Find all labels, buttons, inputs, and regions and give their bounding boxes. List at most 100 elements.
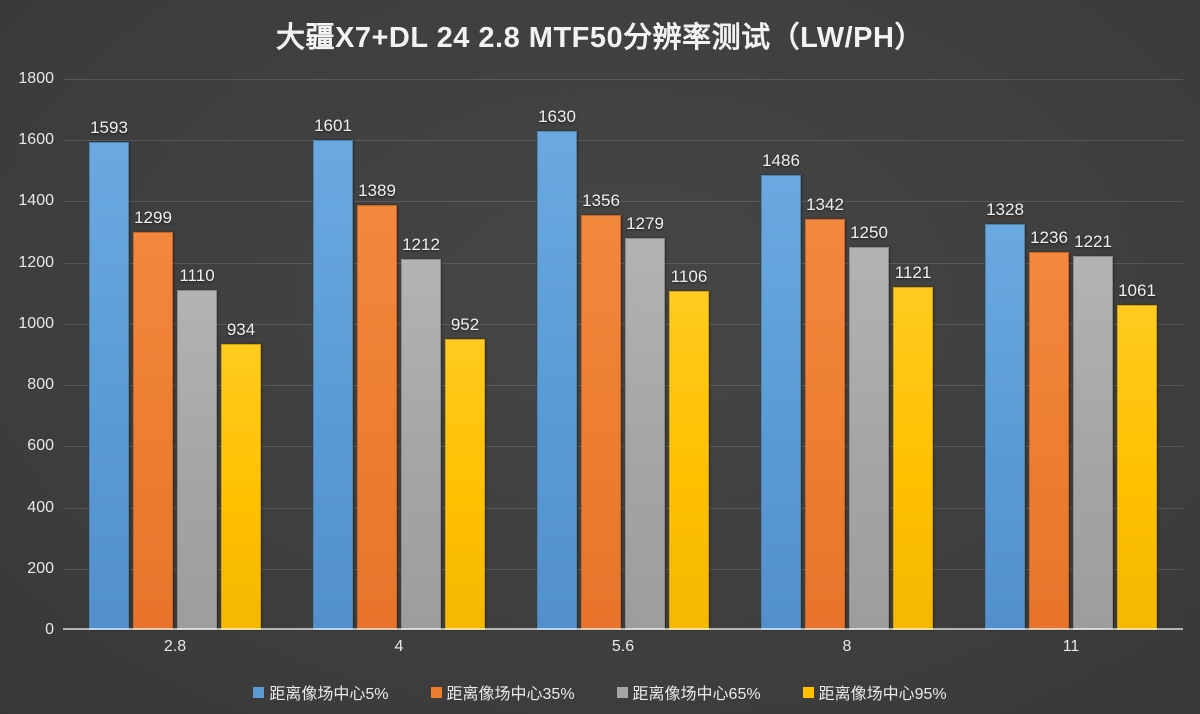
bar-value-label: 1486 — [762, 151, 800, 171]
gridline — [63, 507, 1183, 509]
bar[interactable] — [401, 259, 441, 630]
chart-legend: 距离像场中心5% 距离像场中心35% 距离像场中心65% 距离像场中心95% — [0, 680, 1200, 704]
bar-value-label: 1328 — [986, 199, 1024, 219]
y-axis-tick-label: 1800 — [18, 70, 54, 87]
legend-label: 距离像场中心65% — [632, 686, 761, 703]
x-axis-tick-label: 2.8 — [163, 638, 187, 655]
bar-slot: 1389 — [355, 79, 399, 630]
bar[interactable] — [357, 204, 397, 630]
legend-item-2[interactable]: 距离像场中心65% — [616, 680, 761, 704]
gridline — [63, 201, 1183, 203]
bar[interactable] — [133, 232, 173, 630]
legend-swatch-icon — [616, 686, 628, 698]
bar-slot: 1110 — [175, 79, 219, 630]
bar-value-label: 1279 — [626, 214, 664, 234]
x-axis-tick-label: 5.6 — [611, 638, 635, 655]
bar-slot: 1299 — [131, 79, 175, 630]
bar[interactable] — [445, 338, 485, 630]
bar-slot: 1236 — [1027, 79, 1071, 630]
bar-value-label: 1389 — [358, 180, 396, 200]
y-axis-tick-label: 1200 — [18, 253, 54, 271]
gridline — [63, 568, 1183, 570]
bar-value-label: 1250 — [850, 223, 888, 243]
bar-value-label: 1342 — [806, 195, 844, 215]
y-axis-tick-label: 1000 — [18, 314, 54, 332]
y-axis-tick-label: 800 — [27, 376, 54, 394]
bar-value-label: 1593 — [90, 118, 128, 138]
bar-group: 1328 1236 1221 1061 — [983, 79, 1159, 630]
bar-slot: 1342 — [803, 79, 847, 630]
bar-group: 1593 1299 1110 934 — [87, 79, 263, 630]
y-axis-tick-label: 200 — [27, 559, 54, 577]
bar[interactable] — [89, 142, 129, 630]
bar-value-label: 952 — [450, 314, 480, 334]
legend-swatch-icon — [802, 686, 814, 698]
bar-slot: 1121 — [891, 79, 935, 630]
y-axis-tick-label: 1600 — [18, 131, 54, 149]
bar-value-label: 1630 — [538, 107, 576, 127]
gridline — [63, 140, 1183, 142]
bar-slot: 1593 — [87, 79, 131, 630]
legend-item-3[interactable]: 距离像场中心95% — [802, 680, 947, 704]
bar[interactable] — [313, 139, 353, 630]
legend-label: 距离像场中心95% — [818, 686, 947, 703]
y-axis-tick-label: 1400 — [18, 192, 54, 210]
bar-value-label: 1601 — [314, 115, 352, 135]
bar-value-label: 1110 — [179, 266, 215, 286]
gridline — [63, 446, 1183, 448]
legend-item-0[interactable]: 距离像场中心5% — [253, 680, 389, 704]
bar[interactable] — [537, 131, 577, 630]
bar-value-label: 1106 — [670, 267, 708, 287]
bar[interactable] — [669, 291, 709, 630]
bar[interactable] — [1029, 251, 1069, 630]
bar-value-label: 1061 — [1118, 281, 1156, 301]
bar-slot: 1106 — [667, 79, 711, 630]
bar-slot: 1630 — [535, 79, 579, 630]
bar-slot: 934 — [219, 79, 263, 630]
y-axis-tick-label: 400 — [27, 498, 54, 516]
bar-value-label: 1221 — [1074, 232, 1112, 252]
bar[interactable] — [805, 219, 845, 630]
bar-slot: 1279 — [623, 79, 667, 630]
bar-slot: 1486 — [759, 79, 803, 630]
bar-slot: 1061 — [1115, 79, 1159, 630]
bar[interactable] — [761, 175, 801, 630]
bar[interactable] — [1073, 256, 1113, 630]
bar-group: 1486 1342 1250 1121 — [759, 79, 935, 630]
bar-value-label: 1212 — [402, 235, 440, 254]
chart-title: 大疆X7+DL 24 2.8 MTF50分辨率测试（LW/PH） — [276, 22, 924, 54]
x-axis-tick-label: 8 — [842, 638, 852, 655]
x-axis-tick-label: 11 — [1062, 638, 1080, 655]
x-axis-tick-label: 4 — [394, 638, 404, 655]
bar-group: 1630 1356 1279 1106 — [535, 79, 711, 630]
bar-slot: 1221 — [1071, 79, 1115, 630]
gridline — [63, 323, 1183, 325]
bars-layer: 1593 1299 1110 934 1601 1389 1212 952 1630 1356 12… — [63, 79, 1183, 630]
bar[interactable] — [625, 238, 665, 630]
bar[interactable] — [581, 214, 621, 630]
bar[interactable] — [177, 290, 217, 630]
bar-value-label: 1236 — [1030, 227, 1068, 247]
bar[interactable] — [849, 247, 889, 630]
plot-area: 1593 1299 1110 934 1601 1389 1212 952 1630 1356 12… — [63, 79, 1183, 630]
bar-value-label: 1356 — [582, 190, 620, 210]
gridline — [63, 79, 1183, 80]
y-axis-tick-label: 0 — [45, 621, 54, 638]
bar-value-label: 1121 — [894, 262, 932, 282]
bar[interactable] — [893, 286, 933, 630]
legend-item-1[interactable]: 距离像场中心35% — [430, 680, 575, 704]
gridline — [63, 262, 1183, 264]
bar-group: 1601 1389 1212 952 — [311, 79, 487, 630]
bar[interactable] — [985, 223, 1025, 630]
legend-label: 距离像场中心5% — [269, 686, 389, 703]
bar-slot: 1250 — [847, 79, 891, 630]
gridline — [63, 385, 1183, 387]
bar-slot: 1212 — [399, 79, 443, 630]
bar[interactable] — [221, 344, 261, 630]
bar[interactable] — [1117, 305, 1157, 630]
legend-swatch-icon — [253, 686, 265, 698]
legend-swatch-icon — [430, 686, 442, 698]
bar-slot: 1328 — [983, 79, 1027, 630]
bar-value-label: 1299 — [134, 208, 172, 228]
legend-label: 距离像场中心35% — [446, 686, 575, 703]
